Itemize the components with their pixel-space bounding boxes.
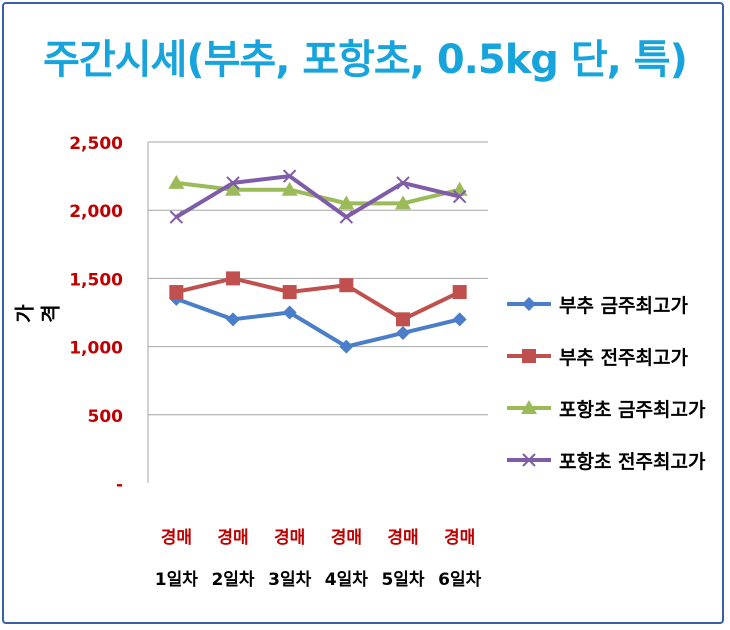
x-tick-label: 경매: [217, 528, 248, 548]
x-tick-label: 1일차: [155, 570, 198, 590]
legend-label: 부추 전주최고가: [559, 346, 688, 369]
data-point: [281, 181, 298, 196]
data-point: [396, 325, 410, 340]
data-point: [282, 169, 297, 183]
data-point: [339, 278, 354, 293]
x-tick-label: 4일차: [325, 570, 368, 590]
data-point: [452, 189, 467, 204]
x-tick-label: 경매: [161, 528, 192, 548]
series-line: [175, 174, 461, 220]
y-tick-label: 1,500: [69, 270, 123, 290]
series-4: [169, 169, 467, 224]
series-1: [169, 291, 467, 354]
legend-item: 포항초 금주최고가: [505, 382, 725, 434]
data-point: [395, 195, 411, 210]
x-tick-label: 경매: [331, 528, 362, 548]
y-tick-label: 2,500: [69, 134, 123, 154]
legend-swatch: [507, 453, 551, 467]
data-point: [226, 312, 240, 327]
x-tick-label: 5일차: [381, 570, 424, 590]
y-tick-label: 500: [88, 407, 124, 427]
x-tick-label: 6일차: [438, 570, 481, 590]
data-point: [338, 195, 355, 210]
series-line: [175, 276, 461, 322]
data-point: [396, 176, 410, 190]
x-tick-label: 경매: [387, 528, 418, 548]
data-point: [226, 271, 240, 286]
legend-marker: [521, 400, 537, 414]
data-point: [282, 285, 297, 300]
legend-item: 부추 금주최고가: [505, 278, 725, 330]
data-point: [168, 174, 185, 189]
data-point: [339, 210, 354, 224]
chart-frame: [2, 2, 724, 624]
data-point: [225, 181, 241, 196]
data-point: [282, 305, 297, 320]
legend-item: 포항초 전주최고가: [505, 434, 725, 486]
legend-marker: [522, 349, 536, 363]
data-point: [452, 285, 467, 300]
legend-swatch: [507, 400, 551, 414]
legend-marker: [522, 297, 536, 311]
y-tick-label: -: [116, 475, 123, 495]
chart-title: 주간시세(부추, 포항초, 0.5kg 단, 특): [43, 37, 688, 83]
data-point: [452, 312, 467, 327]
y-tick-label: 2,000: [69, 202, 123, 222]
data-point: [169, 285, 184, 300]
legend-label: 부추 금주최고가: [559, 294, 688, 317]
x-tick-label: 2일차: [211, 570, 254, 590]
data-point: [396, 312, 410, 327]
legend-swatch: [507, 349, 551, 363]
legend-label: 포항초 금주최고가: [559, 398, 706, 421]
series-3: [168, 174, 468, 210]
data-point: [339, 339, 354, 354]
data-point: [169, 210, 184, 224]
series-line: [175, 296, 461, 349]
legend-label: 포항초 전주최고가: [559, 450, 706, 473]
legend-marker: [522, 453, 536, 467]
series-2: [169, 271, 467, 327]
x-tick-label: 3일차: [268, 570, 311, 590]
y-tick-label: 1,000: [69, 339, 123, 359]
legend-item: 부추 전주최고가: [505, 330, 725, 382]
legend-swatch: [507, 297, 551, 311]
x-tick-label: 경매: [274, 528, 305, 548]
x-tick-label: 경매: [444, 528, 475, 548]
data-point: [226, 176, 240, 190]
